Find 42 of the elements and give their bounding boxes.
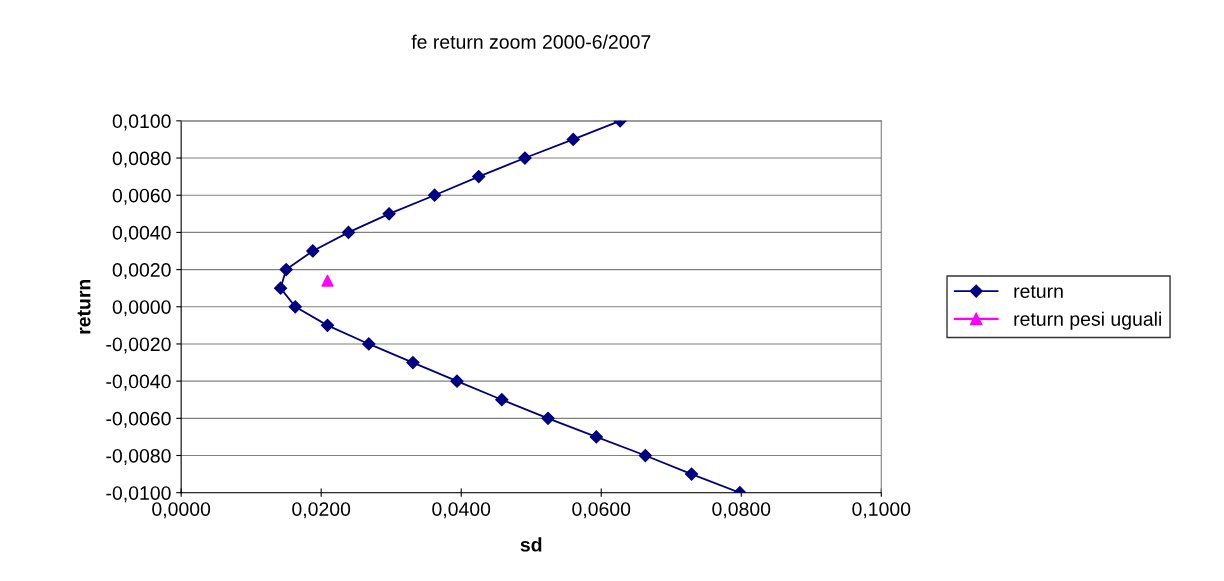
point — [288, 300, 302, 314]
y-tick-label: 0,0000 — [112, 300, 171, 317]
x-tick-label: 0,0400 — [432, 502, 491, 519]
x-tick-label: 0,1000 — [852, 502, 911, 519]
x-axis-title: sd — [520, 537, 542, 552]
x-tick-label: 0,0800 — [712, 502, 771, 519]
y-axis-title: return — [77, 279, 91, 334]
point — [638, 448, 652, 463]
point — [589, 430, 603, 444]
point — [518, 151, 532, 165]
point — [684, 467, 699, 481]
point — [279, 262, 293, 277]
point — [306, 244, 320, 258]
legend-label: return pesi uguali — [1014, 311, 1161, 330]
point — [273, 281, 288, 295]
y-tick-label: -0,0100 — [106, 486, 171, 503]
point — [495, 393, 509, 407]
y-tick-label: 0,0040 — [112, 225, 171, 242]
point — [321, 274, 334, 287]
x-tick-label: 0,0200 — [292, 502, 351, 519]
point — [566, 132, 580, 147]
y-tick-label: -0,0040 — [106, 374, 171, 391]
x-tick-label: 0,0600 — [572, 502, 631, 519]
y-tick-label: -0,0080 — [106, 448, 171, 466]
y-tick-label: -0,0060 — [106, 411, 171, 428]
point — [428, 188, 442, 202]
point — [472, 170, 486, 184]
y-tick-label: 0,0020 — [112, 263, 171, 280]
point — [382, 207, 396, 221]
point — [362, 337, 376, 351]
x-tick-label: 0,0000 — [152, 502, 211, 519]
y-tick-label: 0,0060 — [112, 188, 171, 205]
y-tick-label: 0,0100 — [112, 114, 171, 131]
point — [406, 355, 420, 370]
point — [541, 411, 555, 425]
legend-label: return — [1014, 285, 1063, 299]
point — [450, 374, 464, 388]
chart-title: fe return zoom 2000-6/2007 — [411, 34, 651, 49]
point — [341, 225, 356, 239]
y-tick-label: -0,0020 — [106, 337, 171, 354]
point — [320, 318, 335, 332]
y-tick-label: 0,0080 — [112, 151, 171, 168]
